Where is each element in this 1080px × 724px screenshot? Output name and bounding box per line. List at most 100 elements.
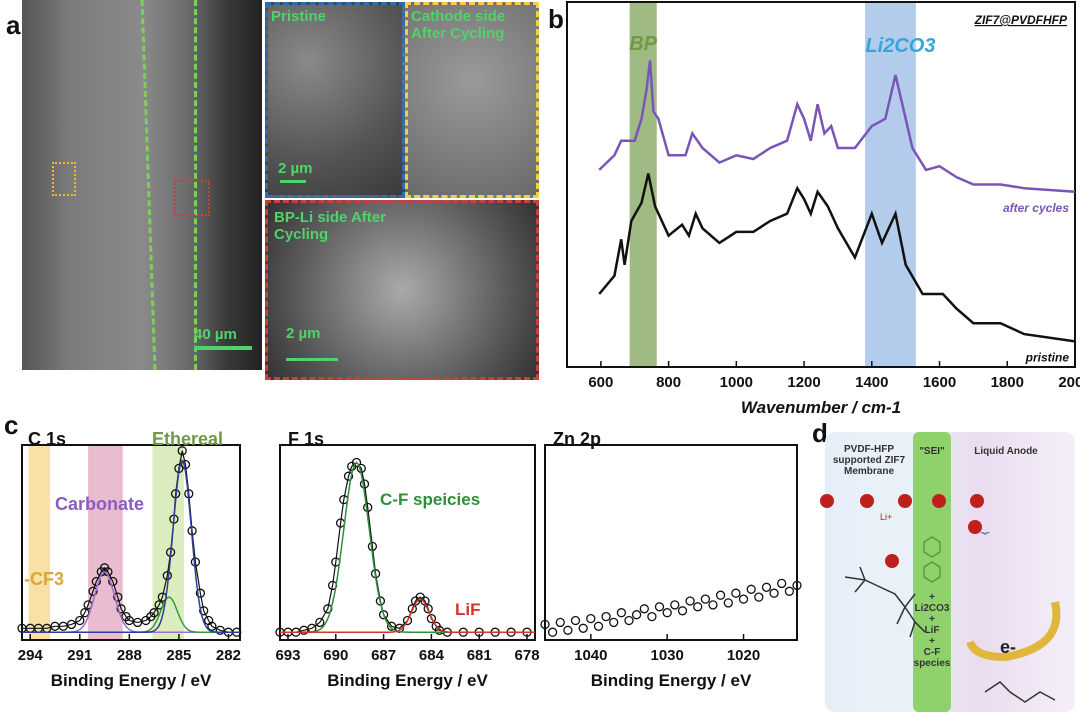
li-ion (898, 494, 912, 508)
anode-title: Liquid Anode (974, 446, 1038, 457)
data-point (207, 621, 217, 631)
zn2p-chart: 1040 1030 1020 Binding Energy / eV Zn 2p (540, 429, 802, 690)
scale-bar-label: 40 µm (194, 326, 237, 343)
data-point (149, 608, 159, 618)
data-point (162, 570, 172, 581)
plot-frame (279, 444, 536, 641)
data-point (654, 602, 665, 612)
band-1 (865, 2, 916, 367)
series-line-after-cycles (598, 60, 1076, 194)
data-point (426, 613, 437, 624)
x-tick-label: 291 (67, 647, 92, 664)
chart-title: ZIF7@PVDFHFP (974, 13, 1068, 27)
dme-molecule-icon (984, 681, 1056, 703)
inset-title: BP-Li side After Cycling (274, 209, 386, 243)
x-axis-title: Wavenumber / cm-1 (741, 398, 901, 417)
x-tick-label: 1400 (855, 374, 888, 391)
data-point (700, 594, 711, 604)
data-point (662, 608, 672, 618)
sei-component: species (913, 658, 951, 669)
x-tick-label: 294 (18, 647, 44, 664)
x-tick-label: 684 (419, 647, 445, 664)
plot-frame (566, 1, 1076, 368)
sei-component: + (929, 592, 935, 603)
data-point (586, 613, 596, 624)
x-tick-label: 600 (588, 374, 613, 391)
data-point (677, 606, 688, 616)
interface-line (194, 0, 197, 370)
band-0 (629, 2, 657, 367)
panel-label-d: d (812, 418, 828, 448)
x-tick-label: 687 (371, 647, 396, 664)
li-ions (820, 494, 1060, 510)
data-point (784, 586, 795, 596)
data-point (723, 598, 733, 608)
sem-inset-anode: BP-Li side After Cycling 2 µm (265, 200, 539, 380)
sei-component: C-F (923, 647, 941, 658)
molecule-drawings (844, 532, 1061, 703)
membrane-title: PVDF-HFP supported ZIF7 Membrane (832, 444, 906, 477)
biphenyl-sei-icon (923, 536, 941, 583)
plot-frame (21, 444, 241, 641)
data-point (761, 582, 772, 592)
x-tick-label: 681 (467, 647, 492, 664)
tfsi-anion-icon (844, 566, 926, 638)
band-0 (28, 445, 51, 640)
sei-components: + Li2CO3 + LiF + C-F species (913, 592, 951, 669)
sei-title: "SEI" (919, 446, 945, 457)
sei-component: Li2CO3 (914, 603, 950, 614)
electron-label: e- (1000, 637, 1017, 657)
data-point (132, 617, 143, 628)
li-label: Li+ (880, 512, 893, 522)
x-axis-title: Binding Energy / eV (327, 671, 488, 690)
x-tick-label: 693 (275, 647, 300, 664)
li-ion (932, 494, 946, 508)
li-ion (860, 494, 874, 508)
data-point (402, 615, 413, 626)
series-line-pristine (598, 173, 1076, 343)
data-point (715, 590, 726, 600)
data-point (631, 610, 642, 620)
data-point (359, 479, 370, 489)
data-point (609, 617, 619, 628)
envelope-line (280, 461, 527, 633)
data-point (777, 578, 787, 589)
data-point (555, 617, 565, 628)
annotation: C-F speicies (380, 490, 480, 509)
data-point (423, 604, 433, 614)
data-point (647, 611, 657, 622)
data-point (570, 615, 581, 626)
region-marker-cathode (52, 162, 76, 196)
data-point (91, 576, 101, 587)
data-point (80, 608, 90, 618)
sem-inset-pristine: Pristine 2 µm (265, 2, 405, 198)
data-point (593, 621, 604, 631)
data-point (199, 606, 209, 616)
data-point (670, 600, 680, 610)
li-ion (820, 494, 834, 508)
scale-bar (286, 358, 338, 361)
data-point (195, 588, 206, 598)
x-axis-title: Binding Energy / eV (591, 671, 752, 690)
x-tick-label: 678 (515, 647, 540, 664)
band-label: Carbonate (55, 494, 144, 514)
sei-component: LiF (924, 625, 940, 636)
data-point (624, 615, 634, 626)
series-label: after cycles (1003, 201, 1069, 215)
sem-cross-section-image: 40 µm (22, 0, 262, 370)
scale-bar (194, 346, 252, 350)
region-marker-anode (174, 180, 210, 216)
interface-line (140, 0, 157, 370)
data-point (108, 576, 118, 587)
data-point (746, 584, 756, 594)
data-point (769, 588, 779, 598)
x-tick-label: 1030 (650, 647, 683, 664)
series-label: pristine (1025, 350, 1070, 364)
li-ion (885, 554, 899, 568)
data-point (616, 608, 627, 618)
li-ion (970, 494, 984, 508)
sei-component: + (929, 614, 935, 625)
electron-arrow-icon (966, 601, 1061, 662)
x-tick-label: 1000 (720, 374, 753, 391)
